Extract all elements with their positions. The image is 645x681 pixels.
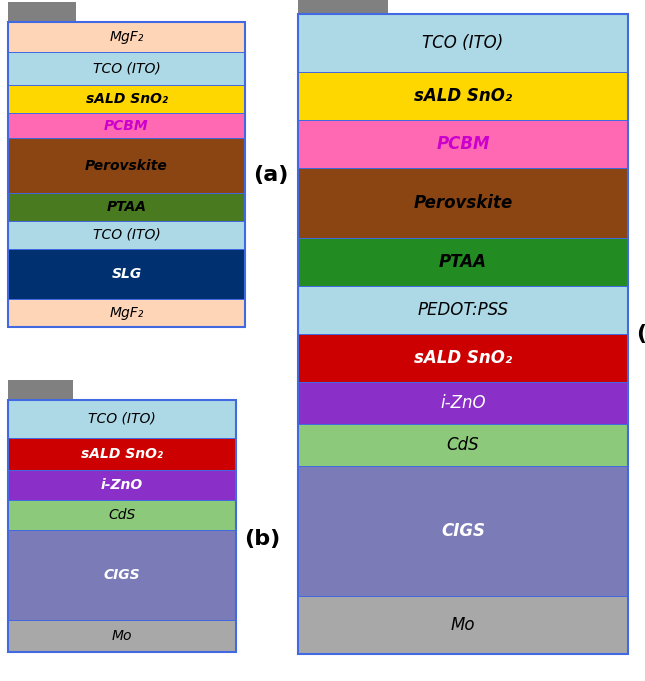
Text: TCO (ITO): TCO (ITO) [422,34,504,52]
Text: CIGS: CIGS [441,522,485,540]
Text: MgF₂: MgF₂ [109,30,144,44]
Bar [8,22,245,327]
Bar [298,466,628,596]
Bar [8,221,245,249]
Text: (a): (a) [253,165,288,185]
Bar [298,14,628,654]
Bar [8,400,236,438]
Text: PTAA: PTAA [106,200,146,214]
Bar [8,299,245,327]
Bar [8,113,245,138]
Text: Perovskite: Perovskite [85,159,168,172]
Text: TCO (ITO): TCO (ITO) [93,61,161,76]
Text: Mo: Mo [451,616,475,634]
Bar [8,620,236,652]
Text: sALD SnO₂: sALD SnO₂ [86,92,168,106]
Bar [298,382,628,424]
Bar [298,596,628,654]
Bar [298,72,628,120]
Bar [8,249,245,299]
Bar [298,0,388,14]
Text: Perovskite: Perovskite [413,194,513,212]
Text: CdS: CdS [108,508,135,522]
Bar [298,168,628,238]
Text: PEDOT:PSS: PEDOT:PSS [417,301,508,319]
Bar [8,138,245,193]
Text: (b): (b) [244,528,280,549]
Text: i-ZnO: i-ZnO [101,478,143,492]
Text: CIGS: CIGS [104,568,141,582]
Bar [298,120,628,168]
Bar [8,400,236,652]
Bar [298,424,628,466]
Text: MgF₂: MgF₂ [109,306,144,320]
Bar [8,380,73,400]
Bar [8,85,245,113]
Text: PCBM: PCBM [436,135,490,153]
Text: PTAA: PTAA [439,253,487,271]
Text: (c): (c) [636,324,645,344]
Text: Mo: Mo [112,629,132,643]
Bar [8,193,245,221]
Text: TCO (ITO): TCO (ITO) [88,412,156,426]
Bar [8,2,76,22]
Bar [8,438,236,470]
Text: sALD SnO₂: sALD SnO₂ [414,349,512,367]
Bar [8,52,245,85]
Text: TCO (ITO): TCO (ITO) [93,228,161,242]
Bar [8,22,245,52]
Bar [298,14,628,72]
Bar [298,286,628,334]
Bar [8,530,236,620]
Bar [8,470,236,500]
Text: i-ZnO: i-ZnO [440,394,486,412]
Bar [298,238,628,286]
Text: PCBM: PCBM [104,118,149,133]
Text: CdS: CdS [447,436,479,454]
Bar [8,500,236,530]
Text: SLG: SLG [112,267,142,281]
Text: sALD SnO₂: sALD SnO₂ [414,87,512,105]
Bar [298,334,628,382]
Text: sALD SnO₂: sALD SnO₂ [81,447,163,461]
